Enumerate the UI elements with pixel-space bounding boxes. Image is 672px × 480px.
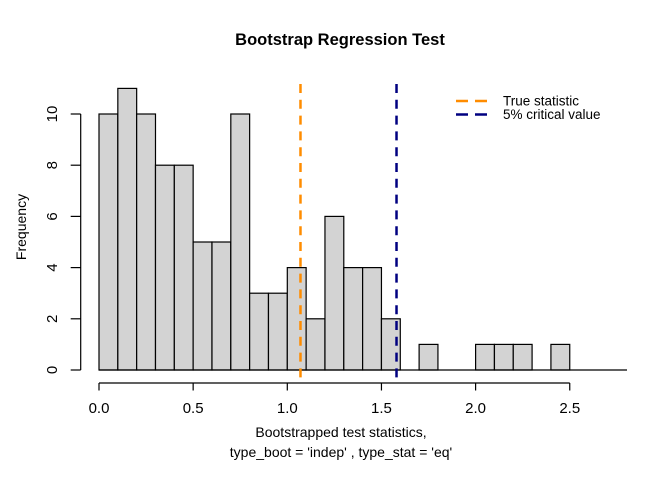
histogram-bar [475,343,496,371]
histogram-bar [343,267,364,371]
y-tick-label: 6 [44,212,61,220]
chart-title: Bootstrap Regression Test [235,31,445,49]
histogram-bar [267,292,288,371]
x-tick-label: 1.5 [371,400,392,417]
histogram-bar [136,113,157,371]
histogram-bar [211,241,232,371]
x-axis-label-line2: type_boot = 'indep' , type_stat = 'eq' [230,444,452,460]
histogram-bar [362,267,383,371]
x-tick-label: 2.0 [465,400,486,417]
histogram-bars-group [98,87,571,371]
histogram-bar [154,164,175,371]
histogram-bar [173,164,194,371]
histogram-bar [98,113,119,371]
y-tick-label: 0 [44,366,61,374]
histogram-bar [117,87,138,371]
y-tick-label: 8 [44,161,61,169]
reference-lines-group [299,84,398,381]
legend-label: 5% critical value [503,107,601,122]
legend-label: True statistic [503,94,579,109]
x-tick-label: 2.5 [559,400,580,417]
histogram-bar [324,215,345,371]
y-tick-label: 4 [44,263,61,271]
y-tick-label: 10 [44,106,61,123]
histogram-bar [286,267,307,371]
axes-group: 0.0 0.5 1.0 1.5 2.0 2.5 0 2 4 6 8 10 [44,106,627,417]
histogram-bar [230,113,251,371]
x-tick-label: 0.5 [183,400,204,417]
x-axis-label-line1: Bootstrapped test statistics, [255,424,426,440]
x-tick-label: 1.0 [277,400,298,417]
y-axis-label: Frequency [13,194,29,260]
histogram-bar [418,343,439,371]
histogram-bar [192,241,213,371]
histogram-bar [550,343,571,371]
x-tick-label: 0.0 [89,400,110,417]
histogram-bar [493,343,514,371]
histogram-bar [249,292,270,371]
y-tick-label: 2 [44,315,61,323]
histogram-bar [305,318,326,371]
histogram-bar [512,343,533,371]
